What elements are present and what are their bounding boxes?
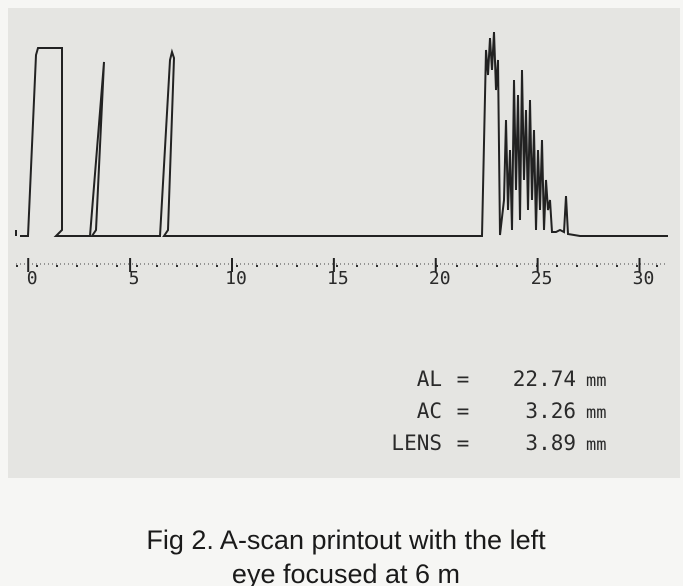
x-tick-label: 20 [429, 268, 451, 289]
caption-line: Fig 2. A-scan printout with the left [146, 525, 546, 555]
measure-value: 3.26 [525, 399, 576, 423]
measure-value: 22.74 [513, 367, 576, 391]
measure-value: 3.89 [525, 431, 576, 455]
measure-unit: mm [586, 371, 606, 391]
measure-unit: mm [586, 403, 606, 423]
measure-name: AC [417, 399, 442, 423]
x-tick-label: 0 [27, 268, 38, 289]
measure-sign: = [457, 367, 470, 391]
page: {"chart_data": { "type": "a-scan", "xlim… [0, 0, 683, 586]
x-tick-label: 5 [129, 268, 140, 289]
paper [8, 8, 680, 478]
measure-unit: mm [586, 435, 606, 455]
x-tick-label: 30 [633, 268, 655, 289]
measure-name: AL [417, 367, 442, 391]
measure-sign: = [457, 431, 470, 455]
printout: 0 5 10 15 20 25 30 AL = 22.74 mm AC = 3.26 mm LENS = 3.8… [0, 0, 683, 586]
measure-name: LENS [391, 431, 442, 455]
x-tick-label: 10 [225, 268, 247, 289]
x-tick-label: 15 [327, 268, 349, 289]
caption-line: eye focused at 6 m [232, 559, 460, 586]
x-tick-label: 25 [531, 268, 553, 289]
measure-sign: = [457, 399, 470, 423]
